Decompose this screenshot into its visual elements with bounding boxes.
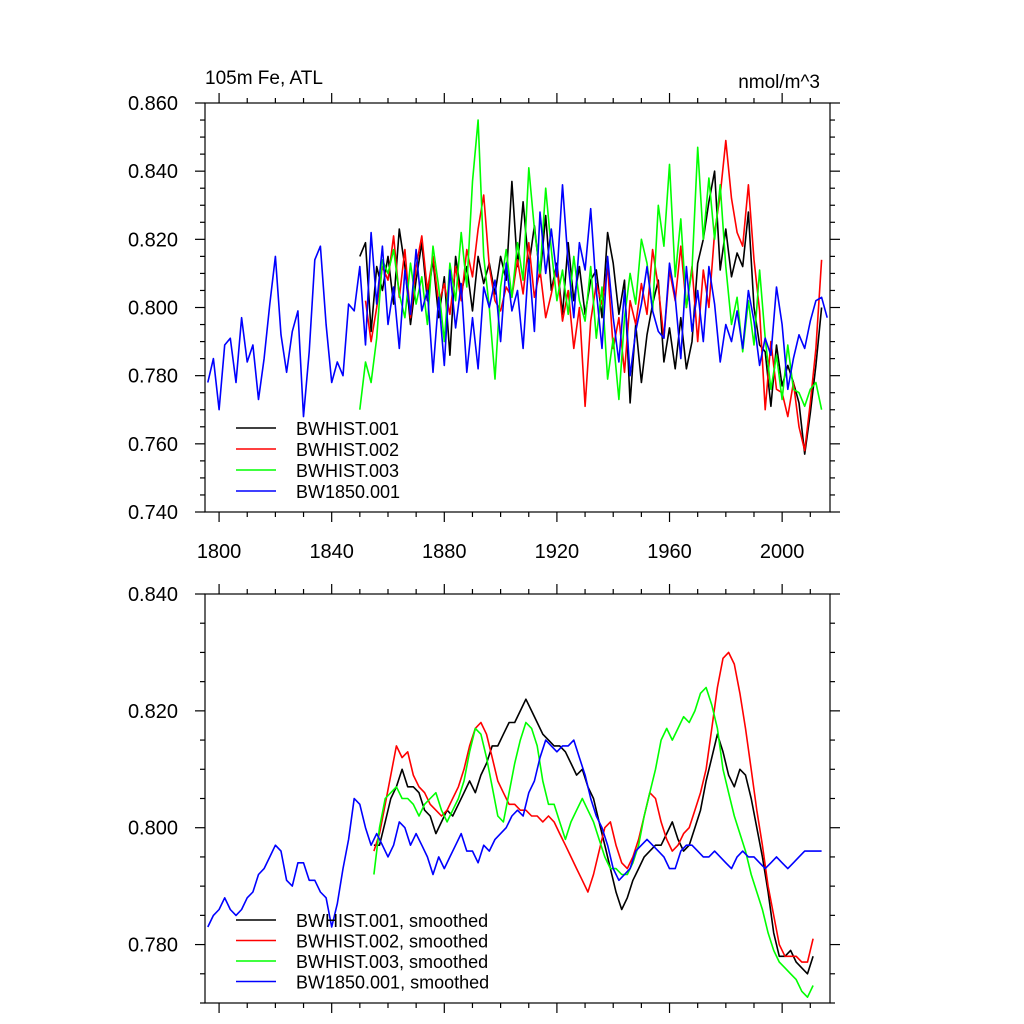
legend-label: BW1850.001, smoothed bbox=[296, 973, 489, 993]
series-line-bw1850-001 bbox=[207, 184, 828, 418]
x-tick-label: 2000 bbox=[760, 541, 805, 563]
legend-label: BWHIST.002, smoothed bbox=[296, 932, 488, 952]
y-tick-label: 0.780 bbox=[128, 366, 178, 388]
x-tick-label: 1960 bbox=[647, 541, 692, 563]
series-line-bwhist-003 bbox=[359, 119, 823, 410]
y-tick-label: 0.800 bbox=[128, 818, 178, 840]
legend-label: BW1850.001 bbox=[296, 482, 400, 502]
series-line-bw1850-001-smoothed bbox=[207, 739, 822, 928]
y-tick-label: 0.760 bbox=[128, 434, 178, 456]
chart-panel-1: 1800 1840 1880 1920 1960 2000 0.740 0.760 0.780 0… bbox=[128, 68, 840, 563]
y-tick-label: 0.840 bbox=[128, 584, 178, 606]
y-tick-label: 0.740 bbox=[128, 502, 178, 524]
series-line-bwhist-003-smoothed bbox=[373, 686, 814, 999]
legend-label: BWHIST.002 bbox=[296, 440, 399, 460]
legend-label: BWHIST.003 bbox=[296, 461, 399, 481]
x-tick-label: 1800 bbox=[197, 541, 242, 563]
legend-label: BWHIST.001, smoothed bbox=[296, 911, 488, 931]
legend-label: BWHIST.001 bbox=[296, 419, 399, 439]
y-tick-label: 0.800 bbox=[128, 298, 178, 320]
legend-label: BWHIST.003, smoothed bbox=[296, 952, 488, 972]
x-tick-label: 1840 bbox=[309, 541, 354, 563]
chart-panel-2: 0.780 0.800 0.820 0.840 BWHIST.001, smoothed… bbox=[128, 584, 840, 1013]
chart-title: 105m Fe, ATL bbox=[205, 68, 323, 89]
y-tick-label: 0.820 bbox=[128, 701, 178, 723]
x-tick-label: 1880 bbox=[422, 541, 467, 563]
x-tick-label: 1920 bbox=[535, 541, 580, 563]
y-tick-label: 0.820 bbox=[128, 229, 178, 251]
series-line-bwhist-001 bbox=[359, 170, 823, 455]
y-tick-label: 0.840 bbox=[128, 161, 178, 183]
units-label: nmol/m^3 bbox=[738, 72, 820, 93]
series-line-bwhist-002-smoothed bbox=[373, 651, 814, 963]
y-tick-label: 0.780 bbox=[128, 935, 178, 957]
y-tick-label: 0.860 bbox=[128, 93, 178, 115]
